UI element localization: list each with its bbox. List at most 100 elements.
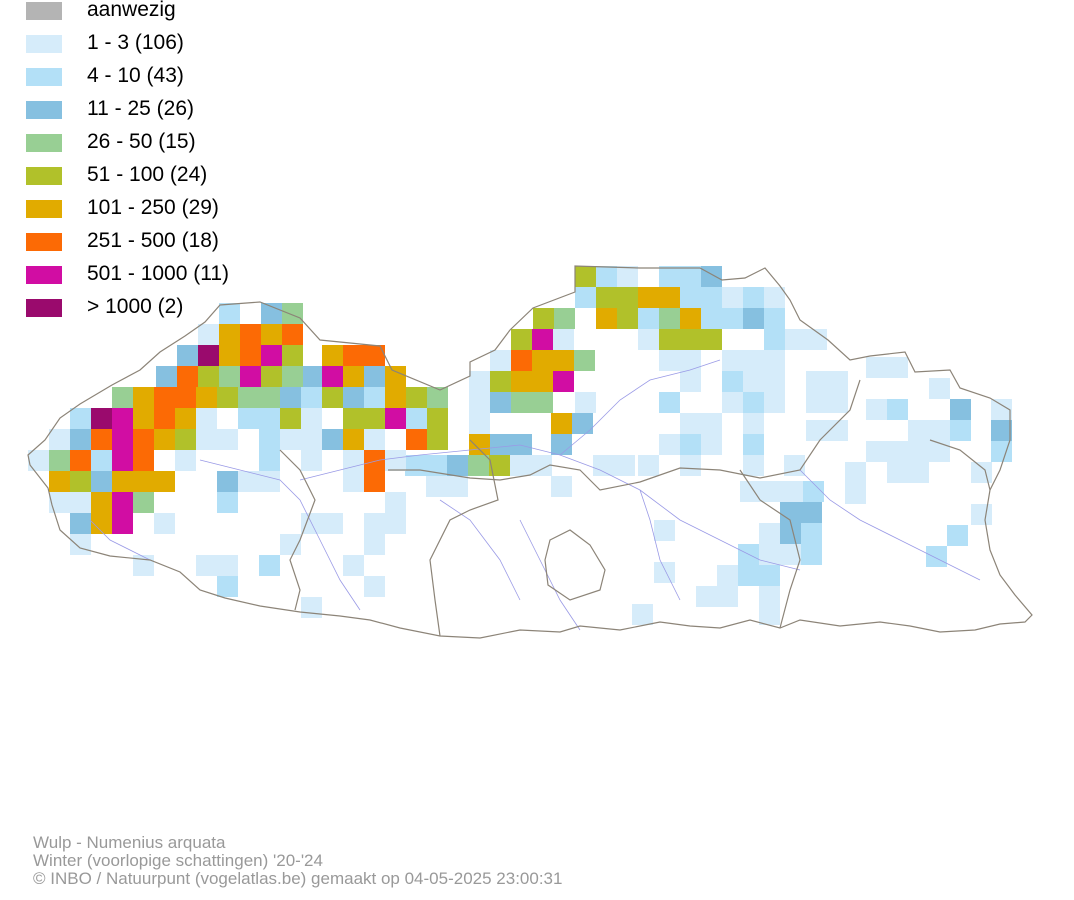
grid-cell: [49, 450, 70, 471]
grid-cell: [198, 324, 219, 345]
grid-cell: [196, 555, 217, 576]
grid-cell: [301, 408, 322, 429]
grid-cell: [575, 266, 596, 287]
grid-cell: [259, 471, 280, 492]
grid-cell: [827, 371, 848, 392]
grid-cell: [680, 329, 701, 350]
grid-cell: [364, 387, 385, 408]
grid-cell: [764, 392, 785, 413]
grid-cell: [908, 420, 929, 441]
legend-label: 26 - 50 (15): [87, 130, 196, 153]
grid-cell: [219, 303, 240, 324]
grid-cell: [572, 413, 593, 434]
grid-cell: [280, 387, 301, 408]
grid-cell: [489, 455, 510, 476]
grid-cell: [175, 408, 196, 429]
grid-cell: [322, 429, 343, 450]
grid-cell: [490, 434, 511, 455]
legend-swatch: [26, 35, 62, 53]
grid-cell: [722, 371, 743, 392]
grid-cell: [701, 266, 722, 287]
grid-cell: [759, 565, 780, 586]
grid-cell: [929, 378, 950, 399]
grid-cell: [364, 408, 385, 429]
grid-cell: [112, 513, 133, 534]
grid-cell: [364, 576, 385, 597]
grid-cell: [70, 408, 91, 429]
grid-cell: [782, 481, 803, 502]
grid-cell: [680, 434, 701, 455]
grid-cell: [659, 329, 680, 350]
grid-cell: [801, 544, 822, 565]
grid-cell: [533, 308, 554, 329]
grid-cell: [427, 387, 448, 408]
grid-cell: [112, 492, 133, 513]
grid-cell: [196, 408, 217, 429]
legend-swatch: [26, 299, 62, 317]
legend-label: aanwezig: [87, 0, 176, 21]
grid-cell: [133, 450, 154, 471]
grid-cell: [701, 287, 722, 308]
grid-cell: [364, 366, 385, 387]
grid-cell: [447, 455, 468, 476]
grid-cell: [112, 450, 133, 471]
grid-cell: [91, 450, 112, 471]
grid-cell: [175, 429, 196, 450]
grid-cell: [950, 399, 971, 420]
grid-cell: [553, 350, 574, 371]
grid-cell: [759, 523, 780, 544]
grid-cell: [680, 287, 701, 308]
grid-cell: [743, 308, 764, 329]
grid-cell: [596, 287, 617, 308]
legend-label: 101 - 250 (29): [87, 196, 219, 219]
legend-swatch: [26, 101, 62, 119]
river-line: [519, 519, 581, 631]
grid-cell: [112, 387, 133, 408]
legend-item: aanwezig: [24, 0, 324, 27]
grid-cell: [638, 308, 659, 329]
grid-cell: [806, 420, 827, 441]
grid-cell: [553, 329, 574, 350]
grid-cell: [301, 597, 322, 618]
legend-swatch: [26, 200, 62, 218]
grid-cell: [574, 350, 595, 371]
grid-cell: [259, 555, 280, 576]
map-caption: Wulp - Numenius arquata Winter (voorlopi…: [33, 834, 562, 888]
grid-cell: [70, 534, 91, 555]
grid-cell: [385, 366, 406, 387]
grid-cell: [759, 604, 780, 625]
grid-cell: [971, 462, 992, 483]
legend-label: 51 - 100 (24): [87, 163, 208, 186]
grid-cell: [343, 345, 364, 366]
grid-cell: [177, 366, 198, 387]
grid-cell: [801, 523, 822, 544]
grid-cell: [261, 345, 282, 366]
grid-cell: [511, 392, 532, 413]
border-line: [929, 439, 991, 491]
legend-swatch: [26, 233, 62, 251]
grid-cell: [701, 413, 722, 434]
grid-cell: [659, 350, 680, 371]
grid-cells: [28, 266, 1012, 625]
grid-cell: [198, 366, 219, 387]
grid-cell: [845, 462, 866, 483]
grid-cell: [764, 329, 785, 350]
caption-season: Winter (voorlopige schattingen) '20-'24: [33, 851, 323, 870]
grid-cell: [532, 329, 553, 350]
grid-cell: [632, 604, 653, 625]
grid-cell: [780, 544, 801, 565]
grid-cell: [259, 429, 280, 450]
grid-cell: [780, 523, 801, 544]
rivers: [89, 359, 981, 631]
grid-cell: [738, 565, 759, 586]
grid-cell: [259, 450, 280, 471]
grid-cell: [743, 434, 764, 455]
grid-cell: [511, 371, 532, 392]
grid-cell: [551, 476, 572, 497]
grid-cell: [240, 324, 261, 345]
grid-cell: [717, 565, 738, 586]
grid-cell: [198, 345, 219, 366]
grid-cell: [219, 345, 240, 366]
grid-cell: [680, 308, 701, 329]
grid-cell: [219, 324, 240, 345]
